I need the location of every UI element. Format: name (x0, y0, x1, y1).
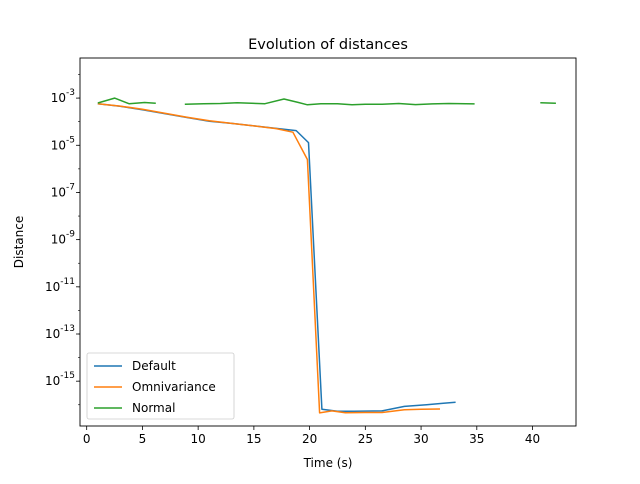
x-tick-label: 0 (83, 432, 91, 446)
x-tick-label: 40 (525, 432, 540, 446)
x-axis-label: Time (s) (303, 456, 353, 470)
y-tick-label: 10-5 (51, 135, 75, 152)
series-line-normal-1 (185, 99, 475, 105)
legend: Default Omnivariance Normal (87, 353, 234, 419)
series-line-normal-0 (98, 98, 156, 104)
x-tick-label: 25 (358, 432, 373, 446)
y-tick-label: 10-9 (51, 230, 76, 247)
x-axis-ticks: 0 5 10 15 20 25 30 35 40 (83, 426, 540, 446)
legend-label-default: Default (132, 359, 176, 373)
y-tick-label: 10-13 (45, 324, 75, 341)
x-tick-label: 20 (302, 432, 317, 446)
y-tick-label: 10-11 (45, 277, 75, 294)
x-tick-label: 5 (139, 432, 147, 446)
legend-label-omnivariance: Omnivariance (132, 380, 216, 394)
x-tick-label: 10 (191, 432, 206, 446)
y-tick-label: 10-15 (45, 371, 75, 388)
y-axis-ticks: 10-3 10-5 10-7 10-9 10-11 10-13 10-15 (45, 75, 80, 405)
y-tick-label: 10-7 (51, 182, 75, 199)
y-axis-label: Distance (12, 216, 26, 268)
x-tick-label: 30 (413, 432, 428, 446)
x-tick-label: 35 (469, 432, 484, 446)
y-tick-label: 10-3 (51, 88, 75, 105)
x-tick-label: 15 (246, 432, 261, 446)
chart-title: Evolution of distances (248, 37, 408, 53)
legend-label-normal: Normal (132, 401, 175, 415)
